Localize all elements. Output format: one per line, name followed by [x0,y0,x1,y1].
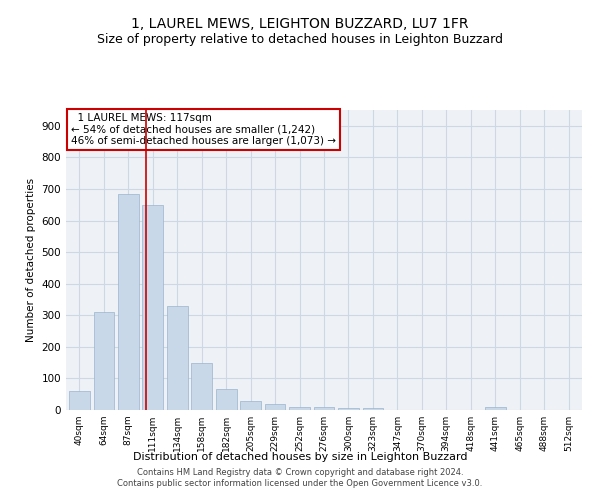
Text: 1 LAUREL MEWS: 117sqm
← 54% of detached houses are smaller (1,242)
46% of semi-d: 1 LAUREL MEWS: 117sqm ← 54% of detached … [71,113,336,146]
Text: 1, LAUREL MEWS, LEIGHTON BUZZARD, LU7 1FR: 1, LAUREL MEWS, LEIGHTON BUZZARD, LU7 1F… [131,18,469,32]
Bar [362,408,383,410]
Bar [142,204,163,410]
Text: Size of property relative to detached houses in Leighton Buzzard: Size of property relative to detached ho… [97,32,503,46]
Bar [289,407,310,410]
Bar [265,404,286,410]
Bar [167,306,188,410]
Bar [314,408,334,410]
Bar [485,408,506,410]
Text: Contains HM Land Registry data © Crown copyright and database right 2024.
Contai: Contains HM Land Registry data © Crown c… [118,468,482,487]
Bar [240,400,261,410]
Bar [216,390,236,410]
Y-axis label: Number of detached properties: Number of detached properties [26,178,36,342]
Bar [191,362,212,410]
Bar [338,408,359,410]
Bar [118,194,139,410]
Bar [94,312,114,410]
Text: Distribution of detached houses by size in Leighton Buzzard: Distribution of detached houses by size … [133,452,467,462]
Bar [69,391,90,410]
